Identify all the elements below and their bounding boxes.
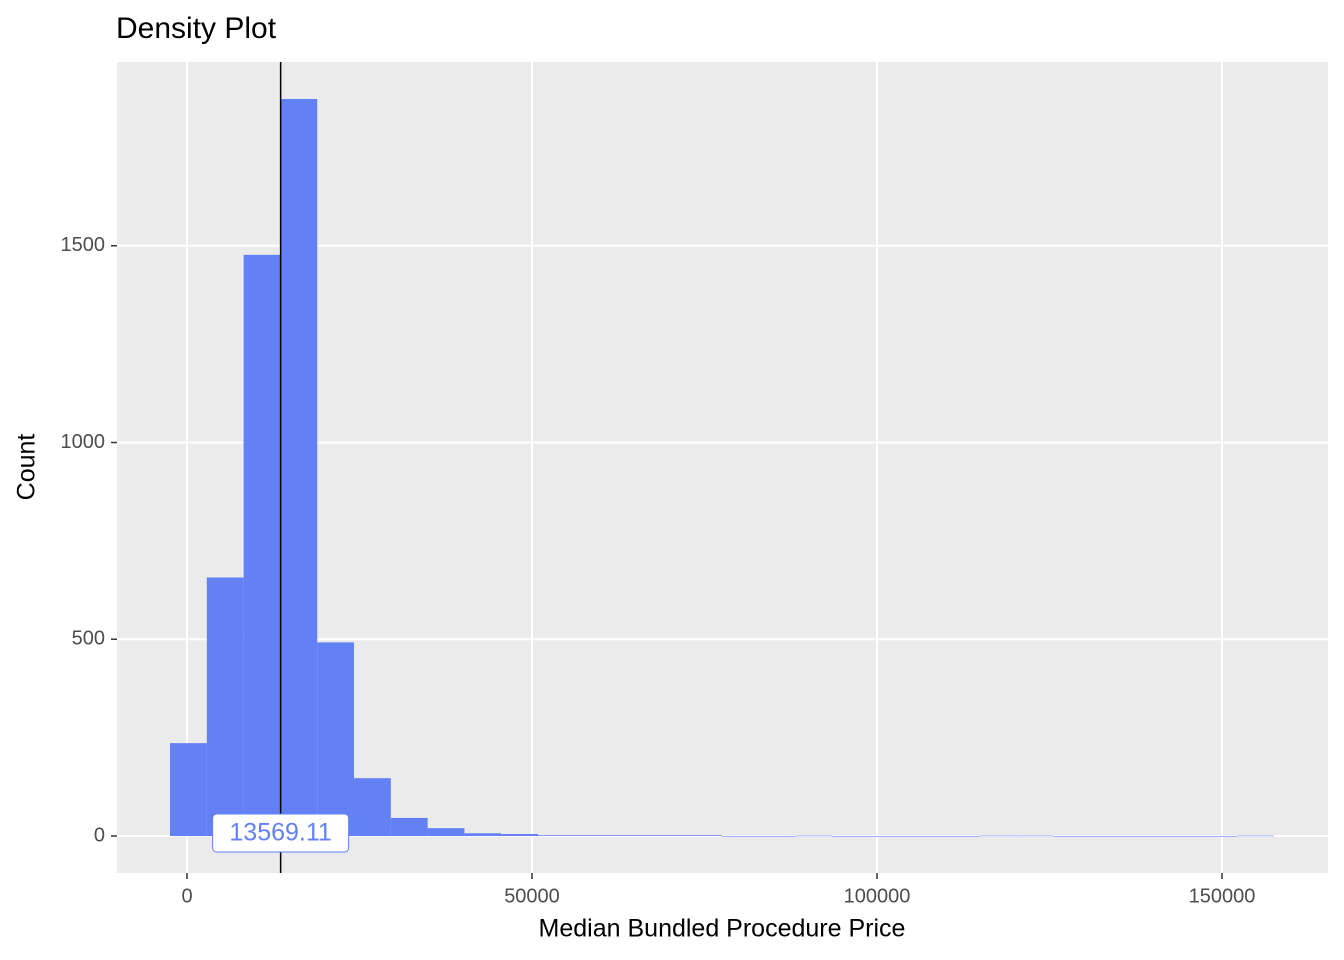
y-axis-title: Count	[13, 434, 41, 501]
x-tick-label: 100000	[844, 885, 911, 907]
bar	[390, 817, 428, 837]
x-tick-label: 0	[181, 885, 192, 907]
y-tick-label: 1500	[61, 234, 106, 256]
x-tick-label: 50000	[504, 885, 560, 907]
bar	[427, 828, 465, 837]
bar	[648, 835, 686, 837]
bar	[1237, 835, 1275, 837]
bar	[1163, 836, 1201, 837]
bar	[979, 835, 1017, 837]
x-tick-label: 150000	[1189, 885, 1256, 907]
bar	[464, 833, 502, 837]
y-tick-label: 1000	[61, 431, 106, 453]
bar	[906, 836, 943, 837]
bar	[354, 778, 391, 837]
bar	[1126, 836, 1164, 837]
bar	[1016, 835, 1054, 837]
x-axis-title: Median Bundled Procedure Price	[539, 915, 906, 943]
annotation-label: 13569.11	[229, 819, 331, 847]
chart-title: Density Plot	[116, 12, 277, 45]
bar	[611, 835, 649, 837]
bar	[1200, 836, 1238, 837]
bar	[758, 836, 796, 837]
y-tick-label: 500	[72, 628, 105, 650]
bar	[869, 836, 907, 837]
bar	[243, 254, 281, 837]
bar	[501, 834, 539, 837]
y-tick-label: 0	[94, 824, 105, 846]
bar	[722, 836, 759, 837]
bar	[1090, 836, 1127, 837]
bar	[832, 836, 870, 837]
annotation-box	[212, 813, 350, 853]
bar	[1053, 836, 1091, 837]
bar	[574, 835, 612, 837]
bar	[685, 835, 723, 837]
bar	[795, 835, 833, 837]
bar	[942, 836, 980, 837]
bar	[538, 835, 575, 837]
bar	[170, 743, 207, 837]
bar	[280, 98, 318, 837]
bar	[317, 642, 355, 837]
bar	[206, 577, 244, 837]
